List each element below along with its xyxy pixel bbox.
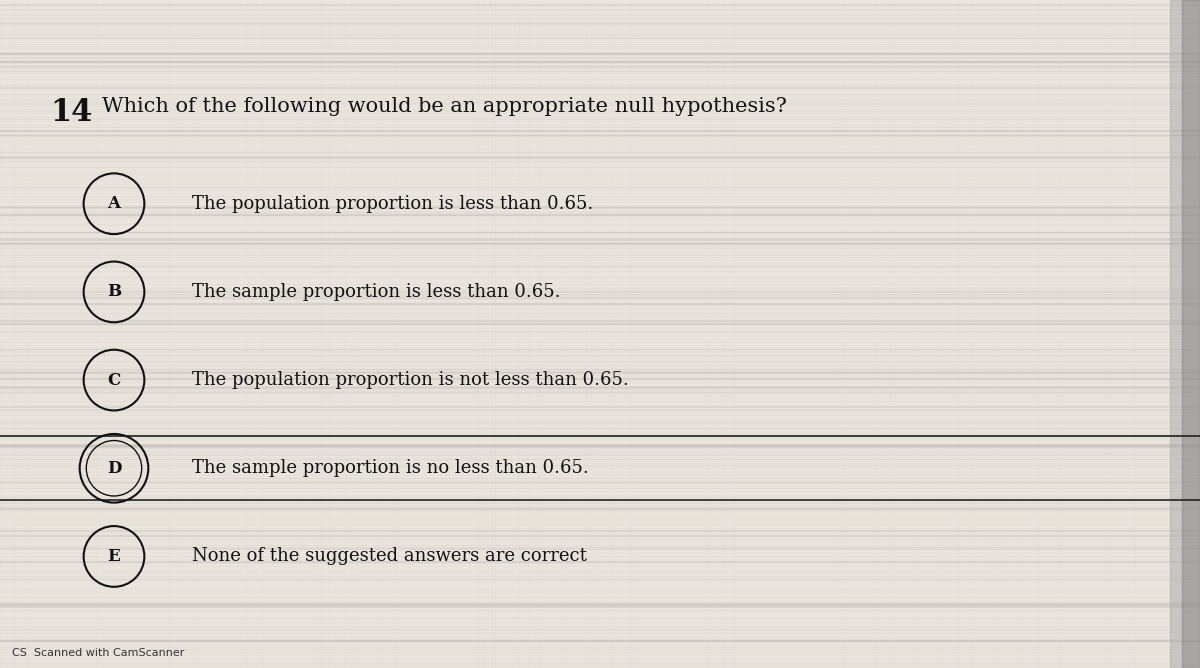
Text: B: B <box>107 283 121 301</box>
Text: 14: 14 <box>50 97 92 128</box>
Text: The sample proportion is no less than 0.65.: The sample proportion is no less than 0.… <box>192 460 589 477</box>
Text: D: D <box>107 460 121 477</box>
Bar <box>1170 0 1200 668</box>
Bar <box>1182 0 1200 668</box>
Text: Which of the following would be an appropriate null hypothesis?: Which of the following would be an appro… <box>102 97 787 116</box>
Text: A: A <box>108 195 120 212</box>
Text: E: E <box>108 548 120 565</box>
Text: CS  Scanned with CamScanner: CS Scanned with CamScanner <box>12 648 185 658</box>
Text: C: C <box>107 371 121 389</box>
Text: The population proportion is less than 0.65.: The population proportion is less than 0… <box>192 195 593 212</box>
Text: The sample proportion is less than 0.65.: The sample proportion is less than 0.65. <box>192 283 560 301</box>
Text: The population proportion is not less than 0.65.: The population proportion is not less th… <box>192 371 629 389</box>
Text: None of the suggested answers are correct: None of the suggested answers are correc… <box>192 548 587 565</box>
